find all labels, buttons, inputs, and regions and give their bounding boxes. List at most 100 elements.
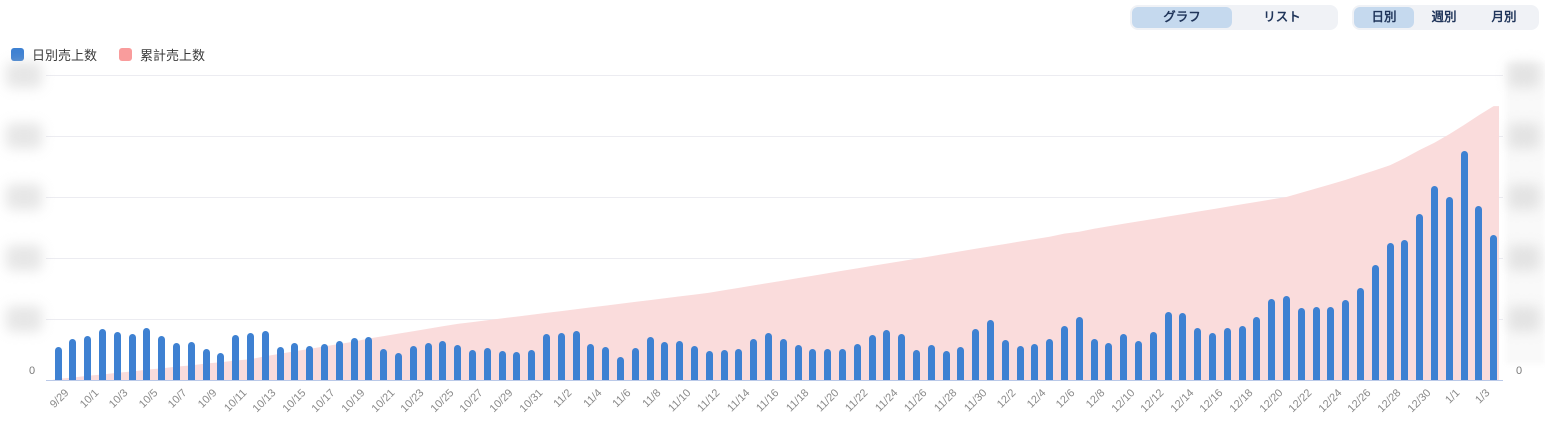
legend-swatch-icon [119,48,133,61]
daily-bar-12/16 [1208,333,1216,380]
daily-bar-11/14 [735,348,743,380]
period-option-0[interactable]: 日別 [1354,7,1414,28]
view-switch: グラフ リスト [1130,5,1338,30]
daily-bar-11/8 [646,337,654,380]
daily-bar-11/13 [720,350,728,380]
daily-bar-12/13 [1164,312,1172,380]
daily-bar-10/30 [513,351,521,380]
daily-bar-11/22 [853,344,861,380]
left-axis-redacted-label [6,306,42,332]
daily-bar-10/2 [98,328,106,380]
daily-bar-10/9 [202,348,210,380]
daily-bar-12/4 [1031,344,1039,380]
daily-bar-11/6 [616,356,624,380]
daily-bar-10/25 [439,341,447,380]
daily-bar-10/31 [528,350,536,380]
left-axis-redacted-label [6,245,42,271]
right-axis-redacted-strip [1506,62,1545,364]
daily-bar-11/28 [942,350,950,380]
period-option-1[interactable]: 週別 [1414,7,1474,28]
daily-bar-12/24 [1327,306,1335,380]
daily-bar-10/7 [172,342,180,380]
period-option-2[interactable]: 月別 [1474,7,1534,28]
daily-bar-10/27 [468,350,476,380]
daily-bar-12/6 [1060,325,1068,380]
daily-bar-12/31 [1430,186,1438,380]
left-axis-zero-label: 0 [29,365,36,377]
daily-bar-11/11 [690,345,698,380]
daily-bar-10/10 [217,353,225,380]
daily-bar-11/15 [750,339,758,380]
daily-bar-10/4 [128,334,136,381]
daily-bar-11/29 [957,347,965,380]
daily-bar-11/1 [542,334,550,381]
right-axis-redacted-label [1508,123,1540,149]
period-switch: 日別 週別 月別 [1352,5,1539,30]
daily-bar-10/23 [409,345,417,380]
daily-bar-10/18 [335,341,343,380]
daily-bar-12/15 [1194,328,1202,380]
daily-bar-10/5 [143,328,151,380]
daily-bar-12/19 [1253,317,1261,380]
legend-swatch-icon [11,48,24,61]
daily-bar-10/17 [320,344,328,380]
daily-bar-12/14 [1179,312,1187,380]
daily-bar-12/17 [1223,328,1231,380]
daily-bar-12/12 [1149,331,1157,380]
daily-bar-1/3 [1475,206,1483,380]
daily-bar-12/25 [1342,300,1350,380]
daily-bar-11/16 [764,333,772,380]
right-axis-redacted-label [1508,184,1540,210]
daily-bar-11/20 [824,348,832,380]
daily-bar-10/12 [246,333,254,380]
daily-bar-11/21 [838,348,846,380]
daily-bar-12/8 [1090,339,1098,380]
daily-bar-11/2 [557,333,565,380]
daily-bar-11/26 [912,350,920,380]
daily-bar-10/15 [291,342,299,380]
daily-bar-11/3 [572,331,580,380]
gridline [46,197,1503,198]
daily-bar-10/28 [483,348,491,380]
daily-bar-12/28 [1386,242,1394,381]
legend-item-0[interactable]: 日別売上数 [11,45,97,64]
left-axis-redacted-label [6,62,42,88]
daily-bar-12/11 [1134,341,1142,380]
daily-bar-11/9 [661,342,669,380]
left-axis-redacted-label [6,184,42,210]
right-axis-zero-label: 0 [1516,365,1523,377]
daily-bar-10/26 [454,345,462,380]
daily-bar-11/17 [779,339,787,380]
daily-bar-10/8 [187,342,195,380]
daily-bar-10/29 [498,350,506,380]
daily-bar-12/23 [1312,306,1320,380]
daily-bar-12/20 [1268,298,1276,380]
daily-bar-10/22 [394,353,402,380]
daily-bar-12/29 [1401,239,1409,380]
daily-bar-10/3 [113,331,121,380]
view-option-0[interactable]: グラフ [1132,7,1232,28]
daily-bar-11/25 [898,334,906,381]
gridline [46,258,1503,259]
daily-bar-11/5 [602,347,610,380]
daily-bar-11/18 [794,345,802,380]
daily-bar-12/9 [1105,342,1113,380]
view-option-1[interactable]: リスト [1232,7,1332,28]
daily-bar-1/1 [1445,197,1453,380]
daily-bar-10/21 [380,348,388,380]
daily-bar-11/27 [927,345,935,380]
daily-bar-12/30 [1416,214,1424,380]
legend-item-1[interactable]: 累計売上数 [119,45,205,64]
daily-bar-10/6 [158,336,166,380]
daily-bar-12/26 [1356,287,1364,380]
daily-bar-9/29 [54,347,62,380]
daily-bar-11/10 [676,341,684,380]
daily-bar-11/4 [587,344,595,380]
daily-bar-11/12 [705,350,713,380]
gridline [46,136,1503,137]
x-axis-line [46,380,1503,381]
right-axis-redacted-label [1508,62,1540,88]
